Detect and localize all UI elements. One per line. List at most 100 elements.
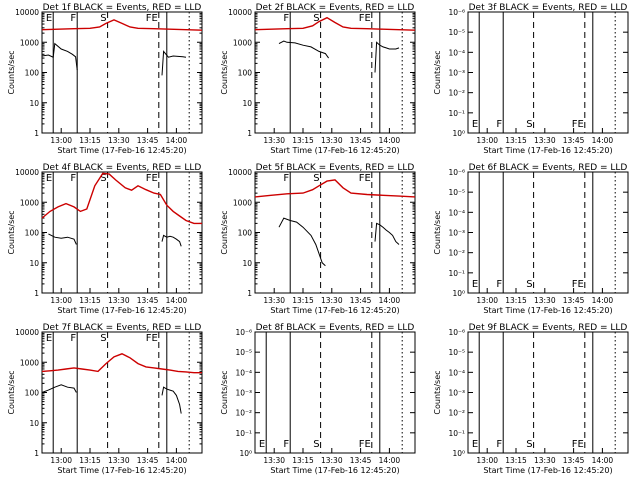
y-tick-label: 10⁻³ (448, 69, 465, 78)
x-tick-label: 13:30 (321, 136, 343, 145)
event-marker-label: FE (146, 13, 158, 24)
x-axis-label-start: 17-Feb-16 12:45:20 (318, 146, 397, 155)
y-tick-label: 10⁰ (239, 449, 252, 458)
x-tick-label: 14:00 (592, 136, 614, 145)
x-tick-label: 13:45 (350, 136, 372, 145)
y-tick-label: 10⁻⁴ (448, 368, 465, 377)
x-axis-label: Start Time (17-Feb-16 12:45:20) (483, 306, 612, 315)
panel-title-legend: BLACK = Events, RED = LLD (283, 3, 414, 13)
event-marker-label: E (472, 279, 478, 290)
panel-title: Det 4f BLACK = Events, RED = LLD (43, 163, 202, 173)
x-tick-label: 13:15 (292, 296, 314, 305)
panel-title: Det 3f BLACK = Events, RED = LLD (469, 3, 628, 13)
event-marker-label: S (313, 173, 319, 184)
y-tick-label: 10⁻⁴ (235, 368, 252, 377)
x-tick-label: 13:00 (476, 296, 498, 305)
panel-title: Det 7f BLACK = Events, RED = LLD (43, 323, 202, 333)
y-tick-label: 10000 (228, 8, 252, 17)
events-series-line (278, 217, 326, 267)
y-tick-label: 10⁻⁶ (448, 168, 465, 177)
panel-title-det: Det 3f (469, 3, 498, 13)
x-tick-label: 14:00 (592, 456, 614, 465)
y-tick-label: 10 (29, 419, 39, 428)
x-axis-label-suffix: ) (609, 466, 612, 475)
panel-title-legend: BLACK = Events, RED = LLD (283, 323, 414, 333)
y-axis-label: Counts/sec (433, 370, 442, 414)
y-tick-label: 1000 (233, 198, 252, 207)
x-tick-label: 14:00 (379, 136, 401, 145)
x-axis-label-suffix: ) (183, 466, 186, 475)
event-marker-label: F (496, 279, 502, 290)
y-axis-label: Counts/sec (7, 210, 16, 254)
x-tick-label: 13:30 (108, 296, 130, 305)
event-marker-label: E (46, 333, 52, 344)
x-axis-label-prefix: Start Time ( (270, 306, 317, 315)
event-marker-label: E (259, 439, 265, 450)
x-axis-label-prefix: Start Time ( (483, 306, 530, 315)
x-tick-label: 13:30 (321, 456, 343, 465)
event-marker-label: S (526, 119, 532, 130)
panel-title-legend: BLACK = Events, RED = LLD (70, 3, 201, 13)
x-axis-label-start: 17-Feb-16 12:45:20 (318, 306, 397, 315)
panel-title: Det 5f BLACK = Events, RED = LLD (256, 163, 415, 173)
events-series-line (48, 233, 77, 245)
event-marker-label: FE (572, 279, 584, 290)
x-axis-label: Start Time (17-Feb-16 12:45:20) (57, 306, 186, 315)
plot-frame (467, 331, 629, 454)
y-tick-label: 10 (29, 99, 39, 108)
y-tick-label: 1 (247, 289, 252, 298)
x-axis-label-start: 17-Feb-16 12:45:20 (105, 306, 184, 315)
panel-title-det: Det 2f (256, 3, 285, 13)
detector-panel: Det 3f BLACK = Events, RED = LLD 10⁰ 10⁻¹ 1… (433, 3, 629, 155)
x-axis-label: Start Time (17-Feb-16 12:45:20) (483, 146, 612, 155)
panel-title-legend: BLACK = Events, RED = LLD (70, 163, 201, 173)
y-tick-label: 10⁻¹ (448, 429, 465, 438)
x-axis-label-start: 17-Feb-16 12:45:20 (105, 146, 184, 155)
plot-frame (254, 171, 416, 294)
lld-series-line (254, 16, 416, 31)
events-series-line (161, 50, 187, 76)
x-axis-label-suffix: ) (396, 466, 399, 475)
x-tick-label: 13:15 (292, 456, 314, 465)
panel-title-legend: BLACK = Events, RED = LLD (283, 163, 414, 173)
y-tick-label: 10 (29, 259, 39, 268)
y-tick-label: 100 (25, 229, 40, 238)
x-tick-label: 14:00 (166, 136, 188, 145)
y-tick-label: 10⁻¹ (448, 109, 465, 118)
x-tick-label: 14:00 (166, 456, 188, 465)
x-tick-label: 13:45 (350, 296, 372, 305)
x-axis-label: Start Time (17-Feb-16 12:45:20) (57, 466, 186, 475)
y-tick-label: 10⁻¹ (235, 429, 252, 438)
x-tick-label: 13:15 (505, 136, 527, 145)
x-tick-label: 13:30 (263, 456, 285, 465)
event-marker-label: E (472, 119, 478, 130)
y-tick-label: 10⁻⁵ (448, 348, 465, 357)
x-axis-label-start: 17-Feb-16 12:45:20 (531, 466, 610, 475)
x-axis-label-suffix: ) (183, 146, 186, 155)
x-axis-label: Start Time (17-Feb-16 12:45:20) (270, 146, 399, 155)
event-marker-label: FE (359, 439, 371, 450)
y-tick-label: 10000 (15, 8, 39, 17)
x-tick-label: 13:45 (563, 456, 585, 465)
x-tick-label: 13:15 (79, 456, 101, 465)
y-axis-label: Counts/sec (7, 50, 16, 94)
detector-panel: Det 6f BLACK = Events, RED = LLD 10⁰ 10⁻¹ 1… (433, 163, 629, 315)
y-tick-label: 10⁰ (452, 449, 465, 458)
x-tick-label: 13:45 (137, 136, 159, 145)
event-marker-label: F (283, 439, 289, 450)
event-marker-label: S (100, 333, 106, 344)
panel-title-det: Det 6f (469, 163, 498, 173)
x-axis-label-prefix: Start Time ( (483, 146, 530, 155)
x-tick-label: 13:30 (534, 296, 556, 305)
x-tick-label: 13:30 (263, 296, 285, 305)
x-axis-label-suffix: ) (609, 146, 612, 155)
panel-title-det: Det 8f (256, 323, 285, 333)
event-marker-label: S (526, 439, 532, 450)
panel-title-det: Det 5f (256, 163, 285, 173)
y-tick-label: 1 (247, 129, 252, 138)
y-tick-label: 10 (242, 99, 252, 108)
x-tick-label: 13:45 (137, 456, 159, 465)
y-tick-label: 1000 (233, 38, 252, 47)
lld-series-line (254, 179, 416, 198)
